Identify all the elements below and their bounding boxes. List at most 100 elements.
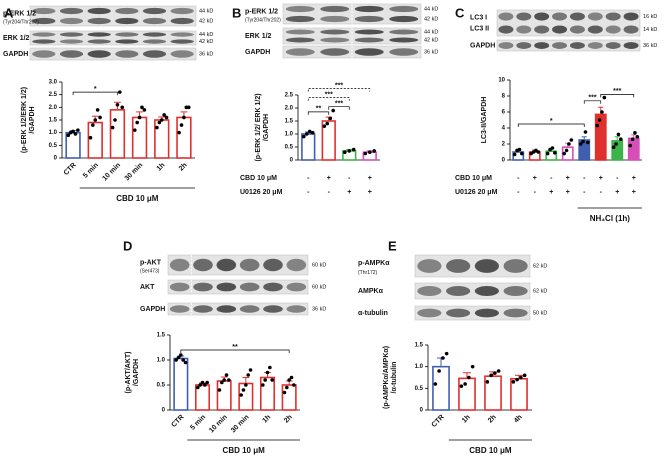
blot-band <box>389 29 419 35</box>
data-point <box>132 128 137 132</box>
data-point <box>244 383 248 387</box>
x-tick-label: 1h <box>261 414 272 425</box>
condition-sign: + <box>549 189 553 196</box>
data-point <box>181 358 185 362</box>
blot-band <box>170 39 194 44</box>
x-tick-label: 2h <box>487 414 498 425</box>
condition-label: U0126 20 μM <box>240 189 283 196</box>
blot-band <box>446 308 471 318</box>
y-tick-label: 2.0 <box>285 106 294 112</box>
data-point <box>331 108 335 113</box>
y-tick-label: 10 <box>498 78 505 84</box>
blot-band <box>59 32 84 37</box>
data-point <box>635 135 640 139</box>
panel-letter: D <box>123 238 132 253</box>
condition-sign: + <box>533 175 537 182</box>
blot-band <box>389 15 419 23</box>
blot-band <box>446 286 471 296</box>
data-point <box>496 369 501 373</box>
blot-band <box>216 258 237 272</box>
blot-band <box>417 286 442 296</box>
panel-letter: B <box>232 5 241 20</box>
data-point <box>268 365 272 370</box>
data-point <box>441 356 445 360</box>
blot-band <box>587 25 603 34</box>
kd-label: 42 kD <box>199 18 213 24</box>
data-point <box>241 388 246 392</box>
condition-sign: + <box>368 175 372 182</box>
group-label: CBD 10 μM <box>469 446 512 455</box>
data-point <box>287 378 291 382</box>
x-tick-label: 30 min <box>124 162 145 183</box>
y-label-line: (p-AKT/AKT) <box>125 352 132 394</box>
data-point <box>485 380 490 384</box>
data-point <box>545 151 550 156</box>
blot-band <box>354 5 384 13</box>
blot-band <box>32 17 56 25</box>
y-tick-label: 3.0 <box>49 80 58 86</box>
blot-band <box>170 50 194 58</box>
data-point <box>177 130 181 135</box>
bar <box>87 121 103 159</box>
blot-band <box>320 48 350 56</box>
bar <box>281 384 297 411</box>
blot-label: LC3 I <box>470 15 487 22</box>
condition-sign: - <box>307 175 310 182</box>
data-point <box>600 110 604 114</box>
data-point <box>217 388 222 392</box>
bar <box>259 376 276 411</box>
kd-label: 44 kD <box>199 32 213 38</box>
blot-band <box>115 32 139 37</box>
blot-band <box>623 25 639 34</box>
data-point <box>470 364 475 369</box>
y-tick-label: 0.5 <box>415 386 424 392</box>
kd-label: 36 kD <box>424 49 438 55</box>
condition-sign: - <box>348 175 351 182</box>
panel-letter: C <box>455 5 465 20</box>
data-point <box>562 151 566 156</box>
y-label-line: /GAPDH <box>133 359 140 386</box>
data-point <box>174 358 178 362</box>
kd-label: 42 kD <box>424 16 438 22</box>
blot-band <box>552 12 568 21</box>
blot-band <box>354 29 384 35</box>
x-tick-label: 5 min <box>82 162 100 180</box>
y-tick-label: 1.0 <box>415 364 424 370</box>
data-point <box>536 150 541 154</box>
blot-band <box>498 42 514 49</box>
data-point <box>282 390 287 395</box>
data-point <box>140 105 144 110</box>
y-tick-label: 1.0 <box>49 130 58 136</box>
significance-label: ** <box>316 106 322 113</box>
data-point <box>224 373 229 377</box>
condition-sign: - <box>600 189 603 196</box>
data-point <box>459 384 464 388</box>
y-tick-label: 2.5 <box>285 93 294 99</box>
y-axis-label: LC3-II/GAPDH <box>481 97 488 144</box>
blot-band <box>216 305 237 313</box>
data-point <box>511 380 516 384</box>
y-tick-label: 0.5 <box>285 145 294 151</box>
blot-band <box>239 258 260 272</box>
condition-label: CBD 10 μM <box>240 175 277 182</box>
blot-band <box>320 37 350 43</box>
x-tick-label: 2h <box>178 162 189 173</box>
blot-band <box>263 305 283 313</box>
significance-label: * <box>550 118 553 125</box>
data-point <box>270 378 275 382</box>
blot-band <box>59 39 84 44</box>
blot-band <box>170 17 194 25</box>
blot-band <box>170 32 194 37</box>
significance-bracket <box>307 88 371 92</box>
blot-band <box>587 42 603 49</box>
data-point <box>179 353 183 357</box>
significance-label: *** <box>335 82 343 89</box>
blot-band <box>474 259 499 273</box>
blot-band <box>142 7 167 15</box>
data-point <box>198 383 202 387</box>
data-point <box>200 380 205 385</box>
blot-label: p-ERK 1/2 <box>245 8 278 15</box>
data-point <box>619 137 623 141</box>
blot-band <box>474 286 499 296</box>
blot-band <box>239 305 260 313</box>
